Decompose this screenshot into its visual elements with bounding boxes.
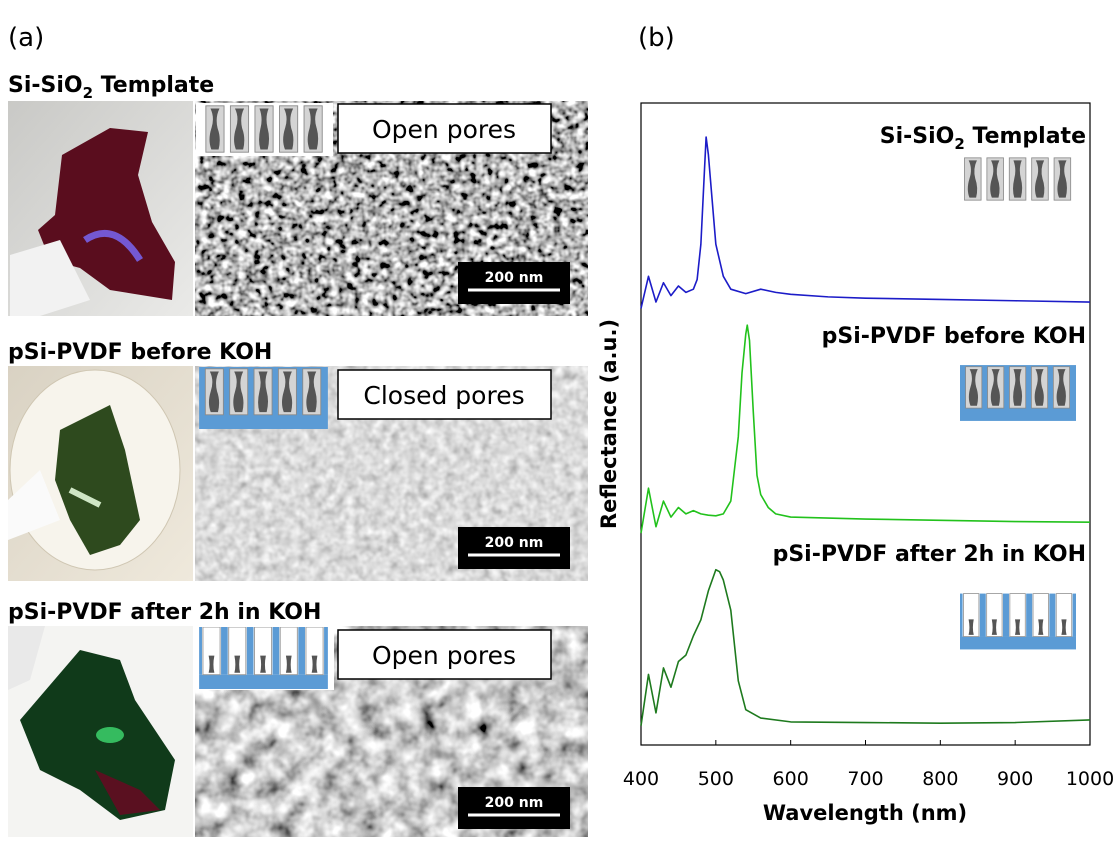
title-part: Template xyxy=(93,73,214,98)
schematic xyxy=(963,157,1072,201)
plot: 400 500 600 700 800 900 1000 Si-SiO2 Template pS… xyxy=(623,124,1114,790)
scale-bar-label: 200 nm xyxy=(485,535,544,551)
row-title: pSi-PVDF before KOH xyxy=(8,340,272,365)
series-line xyxy=(640,568,1091,726)
series-line xyxy=(640,324,1091,534)
pore-label: Open pores xyxy=(372,641,516,670)
series-label: Si-SiO2 Template xyxy=(880,124,1086,153)
label-part: Template xyxy=(965,124,1086,149)
sem-image: Closed pores 200 nm xyxy=(195,366,588,581)
x-tick-label: 1000 xyxy=(1066,768,1114,790)
x-tick-label: 500 xyxy=(698,768,734,790)
schematic xyxy=(960,593,1076,650)
schematic xyxy=(960,365,1076,421)
label-sub: 2 xyxy=(954,135,964,153)
series-label: pSi-PVDF after 2h in KOH xyxy=(773,542,1086,567)
x-tick-label: 600 xyxy=(773,768,809,790)
x-tick-label: 700 xyxy=(847,768,883,790)
y-axis-label: Reflectance (a.u.) xyxy=(597,319,621,529)
panel-label: (a) xyxy=(8,23,44,53)
label-part: Si-SiO xyxy=(880,124,955,149)
photo xyxy=(8,626,193,837)
series-label: pSi-PVDF before KOH xyxy=(822,324,1086,349)
row-title: Si-SiO2 Template xyxy=(8,73,214,102)
series-line xyxy=(640,136,1091,309)
sem-image: Open pores 200 nm xyxy=(195,101,588,316)
pore-label: Closed pores xyxy=(363,381,524,410)
x-tick-label: 400 xyxy=(623,768,659,790)
scale-bar-label: 200 nm xyxy=(485,795,544,811)
x-axis-label: Wavelength (nm) xyxy=(763,801,967,825)
title-sub: 2 xyxy=(83,84,93,102)
photo xyxy=(8,366,193,581)
x-tick-label: 800 xyxy=(922,768,958,790)
sem-image: Open pores 200 nm xyxy=(195,626,588,837)
row-title: pSi-PVDF after 2h in KOH xyxy=(8,600,321,625)
x-tick-label: 900 xyxy=(997,768,1033,790)
photo xyxy=(8,101,193,316)
title-part: Si-SiO xyxy=(8,73,83,98)
panel-label: (b) xyxy=(638,23,675,53)
pore-label: Open pores xyxy=(372,115,516,144)
scale-bar-label: 200 nm xyxy=(485,270,544,286)
